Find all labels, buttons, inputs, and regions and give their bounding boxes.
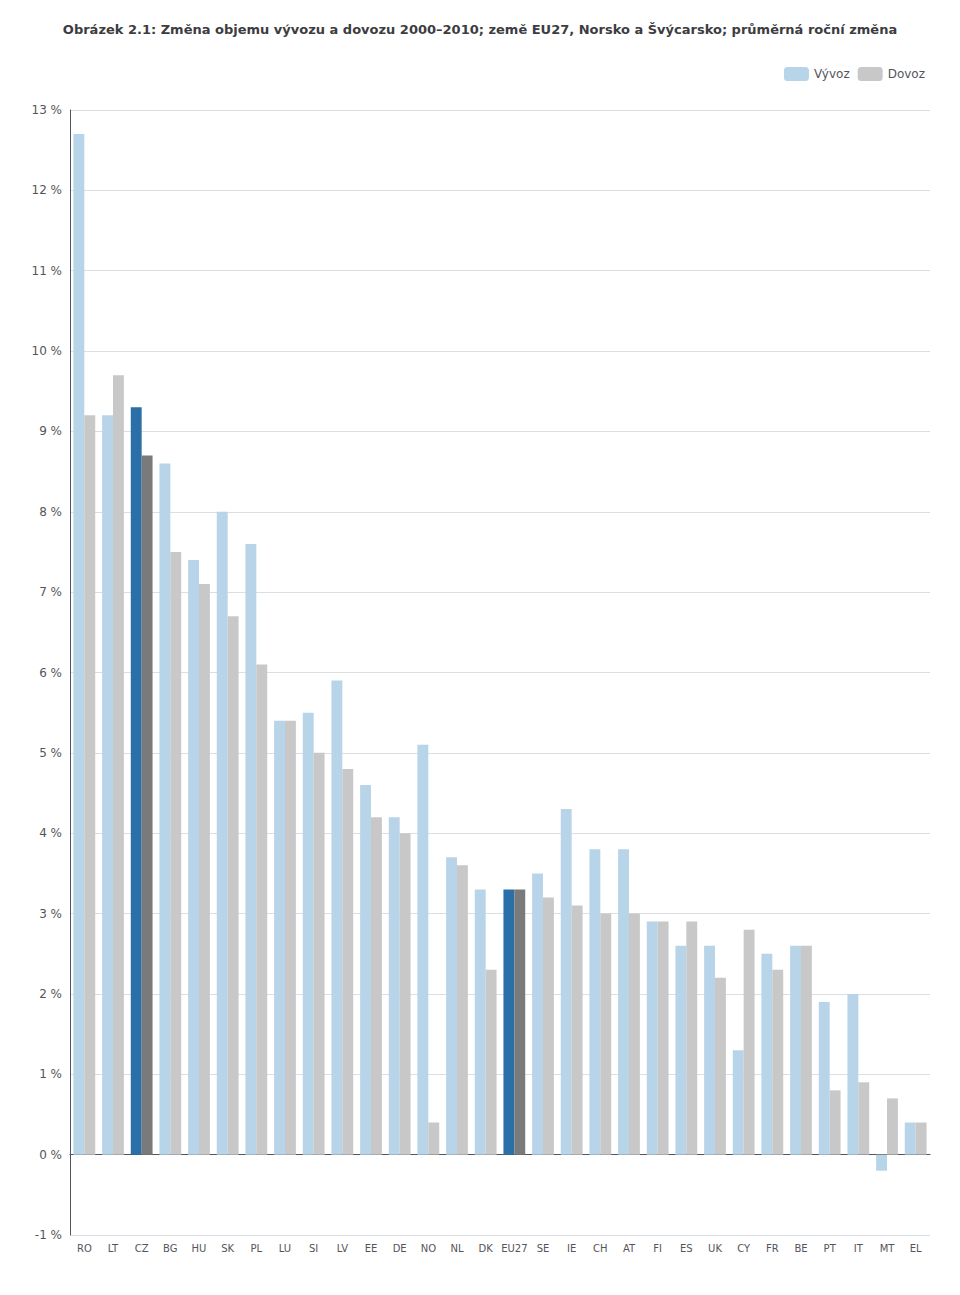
svg-text:-1 %: -1 % xyxy=(35,1228,62,1242)
svg-text:SI: SI xyxy=(309,1243,318,1254)
svg-text:1 %: 1 % xyxy=(39,1067,62,1081)
svg-text:12 %: 12 % xyxy=(32,183,63,197)
svg-text:0 %: 0 % xyxy=(39,1148,62,1162)
svg-text:Obrázek 2.1: Změna objemu vývo: Obrázek 2.1: Změna objemu vývozu a dovoz… xyxy=(63,22,897,37)
svg-text:DE: DE xyxy=(393,1243,407,1254)
svg-text:4 %: 4 % xyxy=(39,826,62,840)
svg-text:EE: EE xyxy=(365,1243,378,1254)
svg-text:13 %: 13 % xyxy=(32,103,63,117)
svg-text:IT: IT xyxy=(854,1243,864,1254)
svg-text:8 %: 8 % xyxy=(39,505,62,519)
svg-text:EL: EL xyxy=(910,1243,922,1254)
svg-text:CZ: CZ xyxy=(135,1243,149,1254)
svg-text:5 %: 5 % xyxy=(39,746,62,760)
svg-text:LV: LV xyxy=(337,1243,348,1254)
svg-text:NL: NL xyxy=(450,1243,463,1254)
svg-text:10 %: 10 % xyxy=(32,344,63,358)
svg-text:SK: SK xyxy=(221,1243,234,1254)
svg-text:6 %: 6 % xyxy=(39,666,62,680)
svg-text:EU27: EU27 xyxy=(501,1243,527,1254)
svg-text:PL: PL xyxy=(251,1243,263,1254)
svg-text:Dovoz: Dovoz xyxy=(888,67,925,81)
svg-text:AT: AT xyxy=(623,1243,636,1254)
svg-text:3 %: 3 % xyxy=(39,907,62,921)
svg-text:Vývoz: Vývoz xyxy=(814,67,850,81)
svg-text:UK: UK xyxy=(708,1243,722,1254)
svg-text:DK: DK xyxy=(479,1243,494,1254)
svg-text:BG: BG xyxy=(163,1243,177,1254)
svg-text:2 %: 2 % xyxy=(39,987,62,1001)
svg-text:PT: PT xyxy=(824,1243,837,1254)
svg-text:LU: LU xyxy=(279,1243,291,1254)
svg-text:CH: CH xyxy=(593,1243,608,1254)
svg-text:MT: MT xyxy=(880,1243,896,1254)
svg-text:HU: HU xyxy=(192,1243,207,1254)
svg-text:BE: BE xyxy=(794,1243,807,1254)
svg-text:NO: NO xyxy=(421,1243,436,1254)
svg-text:9 %: 9 % xyxy=(39,424,62,438)
svg-text:SE: SE xyxy=(537,1243,550,1254)
svg-text:11 %: 11 % xyxy=(32,264,63,278)
svg-text:ES: ES xyxy=(680,1243,693,1254)
svg-text:RO: RO xyxy=(77,1243,92,1254)
svg-text:FI: FI xyxy=(653,1243,662,1254)
svg-text:FR: FR xyxy=(766,1243,779,1254)
svg-text:CY: CY xyxy=(737,1243,751,1254)
svg-text:7 %: 7 % xyxy=(39,585,62,599)
svg-text:IE: IE xyxy=(567,1243,576,1254)
svg-text:LT: LT xyxy=(108,1243,119,1254)
